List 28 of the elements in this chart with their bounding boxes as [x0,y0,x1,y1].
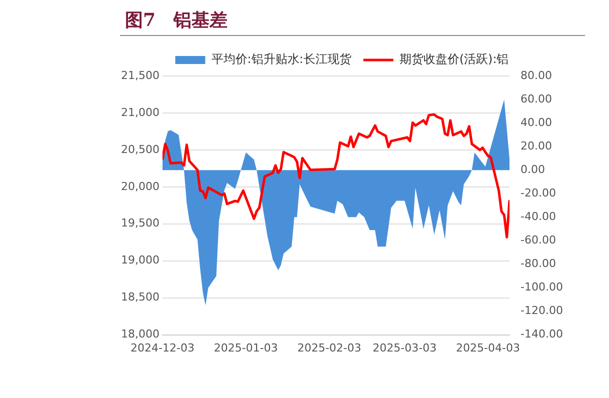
y-tick-label: 20,000 [120,180,160,193]
y2-tick-label: -120.00 [520,304,564,318]
y-tick-label: 18,000 [120,328,160,341]
legend-label: 期货收盘价(活跃):铝 [399,52,509,66]
y2-tick-label: 0.00 [520,162,546,176]
chart-title: 图7 铝基差 [120,6,585,36]
legend-label: 平均价:铝升贴水:长江现货 [211,52,352,66]
y-tick-label: 19,500 [120,216,160,230]
y2-tick-label: -80.00 [520,257,556,270]
y2-tick-label: -40.00 [520,210,556,224]
y2-tick-label: 60.00 [520,92,552,106]
x-tick-label: 2025-03-03 [372,341,437,354]
x-tick-label: 2024-12-03 [130,341,194,354]
y2-tick-label: -100.00 [520,280,564,294]
y2-tick-label: 40.00 [520,116,552,129]
x-tick-label: 2025-02-03 [297,341,362,354]
y-tick-label: 19,000 [120,254,160,267]
y-tick-label: 18,500 [120,290,160,304]
y2-tick-label: 80.00 [520,68,552,82]
x-tick-label: 2025-01-03 [214,341,278,354]
y2-tick-label: -140.00 [520,328,564,341]
x-tick-label: 2025-04-03 [456,341,520,354]
y-tick-label: 21,500 [120,68,160,82]
y2-tick-label: -60.00 [520,234,556,247]
y-tick-label: 20,500 [120,142,160,156]
y2-tick-label: 20.00 [520,139,552,152]
y-tick-label: 21,000 [120,106,160,119]
y2-tick-label: -20.00 [520,186,556,200]
